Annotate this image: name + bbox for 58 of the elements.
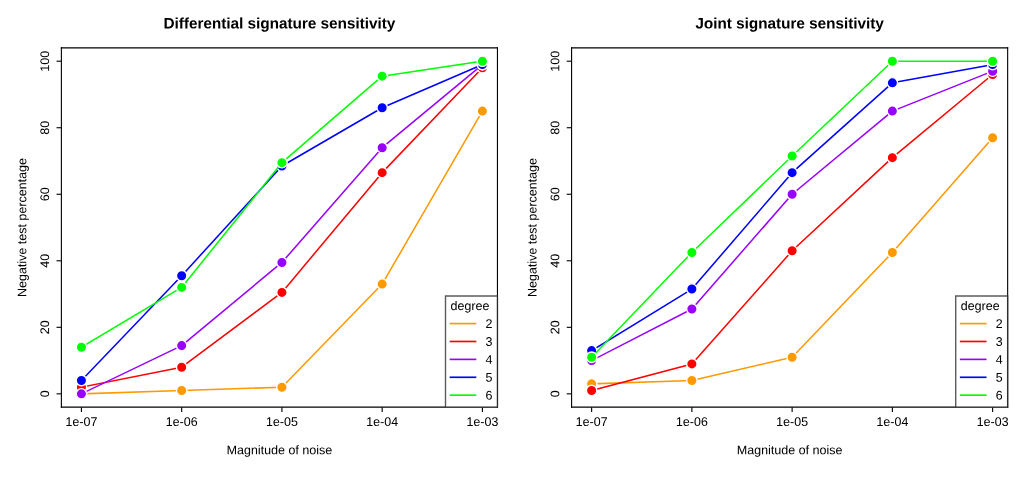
x-tick-label: 1e-03 — [467, 417, 498, 427]
point — [175, 281, 188, 294]
legend-label: 5 — [996, 373, 1003, 382]
y-axis-title: Negative test percentage — [17, 158, 29, 296]
x-tick-label: 1e-07 — [66, 417, 97, 427]
legend-label: 6 — [486, 390, 492, 400]
chart-title: Joint signature sensitivity — [695, 17, 884, 32]
point — [685, 358, 698, 370]
point — [786, 351, 799, 364]
legend-label: 2 — [486, 319, 492, 328]
y-tick-label: 100 — [550, 51, 560, 71]
y-tick-label: 40 — [550, 254, 560, 268]
point — [376, 278, 389, 290]
chart-title: Differential signature sensitivity — [164, 17, 396, 32]
x-tick-label: 1e-06 — [676, 417, 708, 427]
x-tick-label: 1e-05 — [777, 417, 808, 427]
y-tick-label: 20 — [550, 320, 560, 334]
x-tick-label: 1e-04 — [367, 417, 398, 427]
y-tick-label: 0 — [40, 390, 50, 397]
x-tick-label: 1e-06 — [166, 417, 198, 427]
point — [276, 381, 288, 394]
point — [886, 105, 899, 118]
legend-label: 3 — [996, 337, 1003, 346]
point — [175, 361, 188, 374]
legend-label: 5 — [486, 373, 492, 382]
point — [276, 286, 288, 299]
x-axis-title: Magnitude of noise — [227, 445, 332, 457]
y-tick-label: 60 — [550, 187, 560, 201]
x-tick-label: 1e-07 — [576, 417, 607, 427]
point — [685, 303, 698, 315]
y-axis-title: Negative test percentage — [527, 158, 540, 296]
point — [75, 341, 88, 354]
legend-title: degree — [451, 300, 489, 313]
x-axis-title: Magnitude of noise — [737, 445, 842, 457]
legend-label: 2 — [996, 319, 1003, 328]
y-tick-label: 60 — [40, 187, 50, 201]
point — [886, 76, 899, 89]
point — [276, 256, 288, 269]
point — [786, 244, 799, 257]
x-tick-label: 1e-04 — [877, 417, 908, 427]
point — [376, 70, 389, 83]
x-tick-label: 1e-05 — [266, 417, 298, 427]
y-tick-label: 20 — [40, 320, 50, 334]
point — [685, 283, 698, 295]
legend-label: 6 — [996, 390, 1003, 400]
legend-title: degree — [961, 300, 1000, 313]
point — [685, 374, 698, 387]
x-tick-label: 1e-03 — [977, 417, 1009, 427]
y-tick-label: 80 — [550, 121, 560, 135]
y-tick-label: 40 — [40, 254, 50, 268]
y-tick-label: 80 — [40, 121, 50, 135]
point — [786, 188, 799, 201]
legend-label: 4 — [995, 355, 1003, 364]
y-tick-label: 100 — [40, 51, 50, 71]
y-tick-label: 0 — [550, 390, 560, 397]
point — [886, 55, 899, 68]
legend-label: 4 — [485, 355, 493, 364]
legend-label: 3 — [485, 337, 492, 346]
